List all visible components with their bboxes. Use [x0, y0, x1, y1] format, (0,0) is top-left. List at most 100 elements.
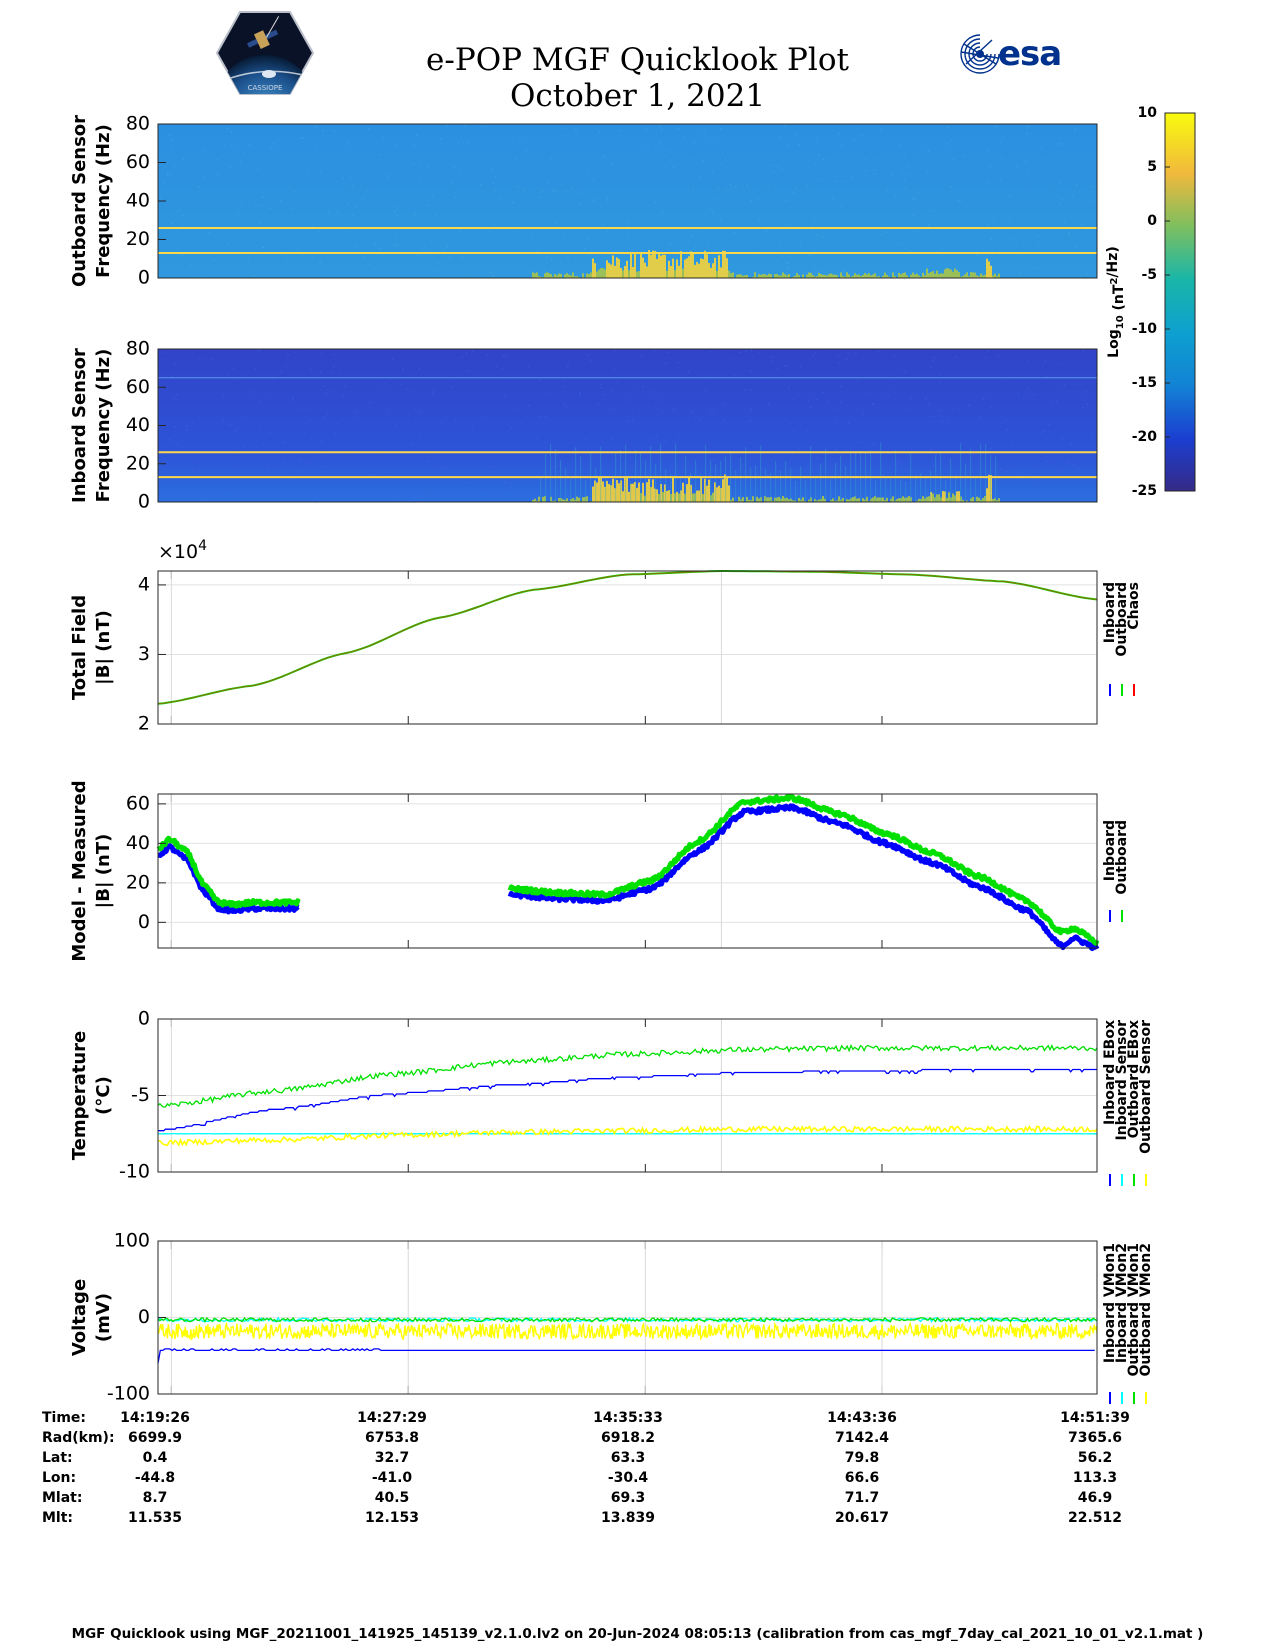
outboard-spectrogram-noise: [1008, 217, 1011, 220]
outboard-spectrogram-activity: [674, 270, 676, 278]
inboard-spectrogram-noise: [502, 355, 505, 357]
outboard-spectrogram-activity: [724, 250, 726, 278]
inboard-spectrogram-activity: [684, 493, 686, 502]
outboard-spectrogram-activity: [778, 275, 780, 278]
outboard-spectrogram-activity: [856, 274, 858, 278]
inboard-spectrogram-noise: [940, 373, 942, 376]
outboard-spectrogram-ylabel-units: Frequency (Hz): [93, 124, 114, 278]
inboard-spectrogram-noise: [1045, 455, 1048, 457]
inboard-spectrogram-noise: [574, 496, 576, 499]
outboard-spectrogram-noise: [865, 169, 867, 172]
outboard-spectrogram-noise: [240, 161, 242, 163]
inboard-spectrogram-activity: [794, 500, 796, 502]
inboard-spectrogram-noise: [222, 419, 224, 421]
inboard-spectrogram-noise: [610, 410, 612, 412]
outboard-spectrogram-noise: [532, 268, 535, 270]
inboard-spectrogram-noise: [194, 482, 196, 485]
inboard-spectrogram-noise: [985, 356, 987, 359]
outboard-spectrogram-noise: [746, 184, 748, 187]
outboard-spectrogram-activity: [920, 276, 922, 278]
outboard-spectrogram-activity: [656, 259, 658, 278]
outboard-spectrogram-noise: [505, 196, 508, 198]
inboard-spectrogram-noise: [432, 392, 434, 395]
inboard-spectrogram-noise: [219, 455, 221, 458]
inboard-spectrogram-noise: [613, 368, 615, 371]
outboard-spectrogram-activity: [694, 264, 696, 278]
inboard-spectrogram-streak: [890, 475, 892, 502]
outboard-spectrogram-activity: [932, 270, 934, 278]
inboard-spectrogram-noise: [259, 349, 262, 351]
outboard-spectrogram-noise: [976, 253, 978, 256]
inboard-spectrogram-activity: [624, 477, 626, 502]
inboard-spectrogram-noise: [416, 497, 419, 499]
outboard-spectrogram-activity: [966, 272, 968, 278]
inboard-spectrogram-activity: [900, 498, 902, 502]
inboard-spectrogram-activity: [698, 490, 700, 502]
inboard-spectrogram-noise: [641, 385, 644, 388]
inboard-spectrogram-noise: [825, 463, 827, 465]
colorbar-label-part: (nT: [1111, 284, 1127, 315]
inboard-spectrogram-noise: [765, 474, 768, 477]
outboard-spectrogram: 80 60 40 20 0 Outboard Sensor Frequency (Hz): [69, 113, 1098, 289]
inboard-spectrogram-noise: [616, 458, 618, 461]
inboard-spectrogram-noise: [638, 412, 641, 414]
outboard-spectrogram-noise: [865, 158, 868, 161]
outboard-spectrogram-activity: [696, 261, 698, 278]
inboard-spectrogram-streak: [935, 455, 937, 502]
inboard-spectrogram-activity: [670, 494, 672, 502]
outboard-spectrogram-activity: [914, 274, 916, 278]
inboard-spectrogram-activity: [986, 488, 988, 502]
temperature-ylabel-units: (°C): [93, 1076, 114, 1115]
outboard-spectrogram-noise: [262, 196, 265, 198]
outboard-spectrogram-activity: [922, 272, 924, 278]
inboard-spectrogram-noise: [1019, 472, 1021, 474]
inboard-spectrogram-streak: [555, 449, 557, 502]
outboard-spectrogram-activity: [738, 274, 740, 278]
outboard-spectrogram-noise: [435, 214, 437, 217]
outboard-spectrogram-noise: [1000, 178, 1002, 181]
orbit-mlt-value: 22.512: [1067, 1510, 1123, 1526]
inboard-spectrogram-noise: [410, 483, 412, 485]
inboard-spectrogram-noise: [750, 408, 753, 411]
inboard-spectrogram-noise: [429, 489, 432, 492]
inboard-spectrogram-noise: [641, 355, 643, 357]
outboard-spectrogram-activity: [996, 276, 998, 278]
inboard-spectrogram-noise: [545, 485, 548, 487]
outboard-spectrogram-activity: [780, 275, 782, 278]
inboard-spectrogram-noise: [1010, 444, 1013, 447]
outboard-spectrogram-activity: [794, 275, 796, 278]
outboard-spectrogram-noise: [758, 220, 760, 222]
inboard-spectrogram-streak: [960, 443, 962, 502]
inboard-spectrogram-noise: [658, 448, 661, 451]
inboard-spectrogram-noise: [471, 425, 474, 428]
outboard-spectrogram-noise: [1023, 244, 1025, 247]
orbit-lon-value: 66.6: [844, 1470, 880, 1486]
inboard-spectrogram-streak: [900, 479, 902, 502]
inboard-spectrogram-activity: [954, 495, 956, 502]
inboard-spectrogram-activity: [948, 492, 950, 502]
outboard-spectrogram-activity: [988, 261, 990, 278]
outboard-spectrogram-noise: [815, 271, 818, 273]
inboard-spectrogram-noise: [856, 380, 859, 383]
inboard-spectrogram-noise: [744, 389, 747, 391]
inboard-spectrogram-noise: [973, 489, 975, 492]
outboard-spectrogram-noise: [806, 185, 809, 188]
inboard-spectrogram-noise: [437, 467, 440, 470]
outboard-spectrogram-noise: [950, 186, 952, 188]
outboard-spectrogram-noise: [1037, 235, 1039, 237]
inboard-spectrogram-noise: [872, 403, 875, 406]
inboard-spectrogram-noise: [469, 482, 472, 484]
outboard-spectrogram-noise: [513, 224, 516, 227]
inboard-spectrogram-activity: [650, 487, 652, 502]
outboard-spectrogram-noise: [1037, 241, 1040, 244]
inboard-spectrogram-activity: [988, 474, 990, 502]
inboard-spectrogram-noise: [1072, 464, 1075, 467]
outboard-spectrogram-noise: [173, 165, 176, 168]
inboard-spectrogram-activity: [714, 482, 716, 502]
orbit-mlt-value: 20.617: [834, 1510, 890, 1526]
inboard-spectrogram-noise: [939, 409, 942, 411]
outboard-spectrogram-activity: [732, 272, 734, 278]
inboard-spectrogram-noise: [586, 354, 589, 356]
outboard-spectrogram-noise: [444, 250, 446, 252]
inboard-spectrogram-activity: [940, 497, 942, 502]
